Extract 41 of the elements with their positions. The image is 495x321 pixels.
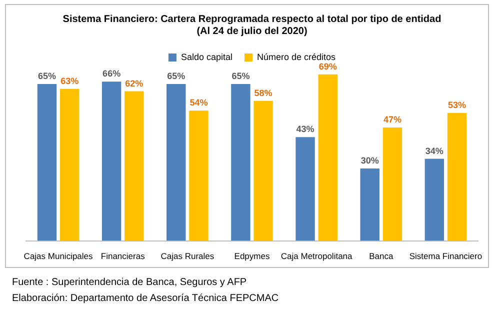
data-label: 66%: [102, 68, 121, 79]
data-label: 30%: [360, 155, 379, 166]
bar: [447, 112, 467, 241]
text: Elaboración: Departamento de Asesoría Técnica FEPCMAC: [12, 292, 279, 306]
x-tick-label: Caja Metropolitana: [280, 251, 353, 262]
bar: [166, 84, 186, 241]
bar: [60, 88, 80, 241]
data-label: 65%: [38, 71, 56, 82]
legend-label: Número de créditos: [257, 52, 336, 62]
bar: [102, 82, 122, 241]
x-tick-label: Financieras: [100, 251, 145, 262]
bar: [254, 100, 273, 241]
chart-subtitle: (Al 24 de julio del 2020): [196, 26, 308, 37]
bar: [318, 74, 338, 241]
data-label: 47%: [383, 114, 402, 124]
bar: [360, 168, 380, 241]
data-label: 58%: [254, 88, 272, 98]
x-tick-label: Sistema Financiero: [409, 251, 482, 262]
data-label: 54%: [190, 98, 208, 108]
bar: [296, 137, 315, 241]
bar: [37, 84, 57, 241]
data-label: 43%: [296, 124, 314, 134]
x-tick-label: Edpymes: [234, 251, 270, 262]
x-tick-label: Cajas Municipales: [24, 251, 93, 262]
legend-label: Saldo capital: [180, 52, 233, 62]
data-label: 63%: [60, 76, 79, 86]
bar: [382, 127, 402, 241]
bar: [124, 91, 144, 241]
data-label: 69%: [318, 61, 337, 72]
x-tick-label: Banca: [369, 251, 394, 262]
data-label: 34%: [425, 146, 444, 156]
data-label: 65%: [167, 71, 186, 82]
bar: [424, 158, 444, 241]
bar: [231, 84, 250, 241]
x-tick-label: Cajas Rurales: [160, 251, 214, 262]
source-note: Fuente : Superintendencia de Banca, Seguros y AFP: [12, 276, 248, 290]
data-label: 53%: [448, 100, 466, 110]
data-label: 62%: [125, 78, 144, 88]
chart-title: Sistema Financiero: Cartera Reprogramada respecto al total por tipo de entidad: [62, 14, 442, 25]
data-label: 65%: [232, 71, 250, 82]
bar: [189, 110, 208, 241]
